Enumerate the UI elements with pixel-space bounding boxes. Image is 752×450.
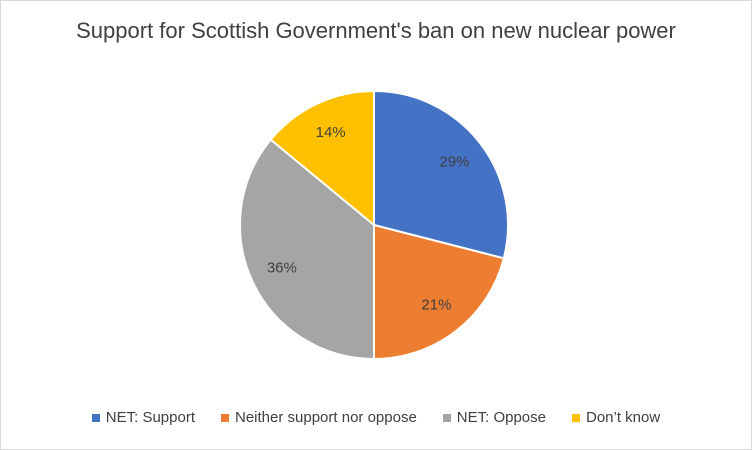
pie-slice	[373, 223, 506, 361]
data-label: 14%	[316, 124, 346, 141]
legend: NET: Support Neither support nor oppose NE…	[1, 409, 751, 426]
legend-label: NET: Oppose	[456, 409, 546, 426]
legend-swatch	[221, 413, 229, 422]
data-label: 21%	[421, 296, 451, 313]
legend-swatch	[442, 413, 451, 422]
legend-item: Don’t know	[572, 409, 660, 426]
data-label: 36%	[267, 259, 297, 276]
data-label: 29%	[439, 154, 469, 171]
legend-label: NET: Support	[105, 409, 195, 426]
legend-label: Neither support nor oppose	[235, 409, 417, 426]
legend-item: Neither support nor oppose	[221, 409, 417, 426]
legend-swatch	[572, 413, 580, 422]
chart-title: Support for Scottish Government's ban on…	[76, 18, 676, 43]
pie-slice	[239, 138, 375, 361]
legend-swatch	[91, 413, 100, 422]
legend-label: Don’t know	[586, 409, 661, 426]
pie-slice	[373, 89, 509, 260]
legend-item: NET: Support	[91, 409, 195, 426]
legend-item: NET: Oppose	[442, 409, 546, 426]
pie-slice	[269, 89, 375, 228]
